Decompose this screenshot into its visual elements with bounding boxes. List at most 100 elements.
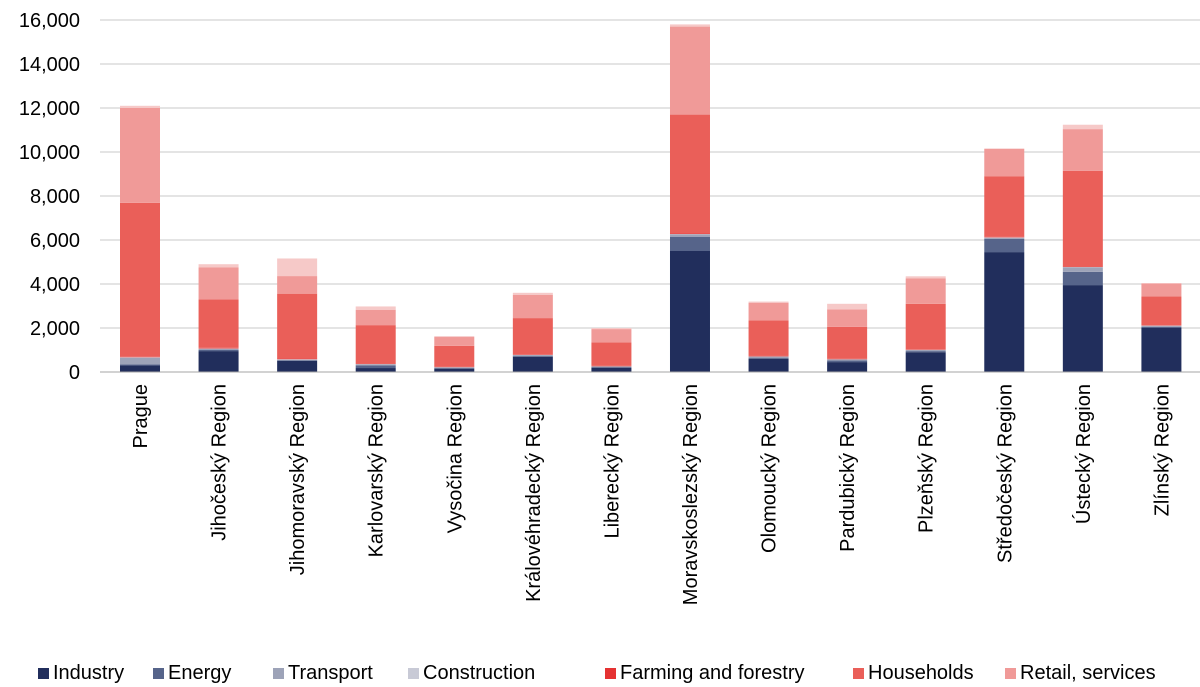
- bar-segment: [277, 361, 318, 372]
- bar-segment: [277, 359, 318, 361]
- bar-segment: [905, 352, 946, 372]
- legend-swatch: [38, 668, 49, 679]
- bar-segment: [512, 292, 553, 295]
- legend-item: Retail, services: [1005, 662, 1156, 685]
- bar-segment: [512, 356, 553, 372]
- bar-segment: [198, 267, 239, 300]
- bar-segment: [748, 358, 789, 372]
- bar-segment: [1141, 328, 1182, 372]
- bar-segment: [748, 301, 789, 303]
- x-tick-label: Liberecký Region: [601, 384, 623, 539]
- bar-segment: [984, 237, 1025, 239]
- bars: [120, 24, 1182, 372]
- y-axis-tick-labels: 0 2,000 4,000 6,000 8,000 10,000 12,000 14,000 1…: [19, 10, 80, 384]
- bar-segment: [198, 347, 239, 349]
- bar-segment: [905, 351, 946, 353]
- y-tick-label: 14,000: [19, 54, 80, 76]
- bar-segment: [1062, 285, 1103, 372]
- legend-swatch: [408, 668, 419, 679]
- bar-segment: [905, 303, 946, 350]
- bar-segment: [905, 278, 946, 304]
- bar-segment: [120, 357, 160, 365]
- x-tick-label: Středočeský Region: [994, 384, 1016, 563]
- x-tick-label: Karlovarský Region: [366, 384, 388, 557]
- legend-swatch: [853, 668, 864, 679]
- x-tick-label: Jihočeský Region: [209, 384, 231, 541]
- legend-label: Energy: [168, 662, 232, 684]
- x-tick-label: Královéhradecký Region: [523, 384, 545, 602]
- bar-segment: [198, 348, 239, 350]
- bar-segment: [277, 258, 318, 277]
- y-tick-label: 8,000: [30, 186, 80, 208]
- x-tick-label: Pardubický Region: [837, 384, 859, 552]
- x-tick-label: Vysočina Region: [444, 384, 466, 533]
- bar-segment: [984, 176, 1025, 237]
- y-tick-label: 16,000: [19, 10, 80, 32]
- legend-label: Households: [868, 662, 974, 684]
- bar-segment: [120, 105, 160, 108]
- bar-segment: [984, 236, 1025, 238]
- gridlines: [100, 19, 1200, 329]
- bar-segment: [984, 238, 1025, 253]
- bar-segment: [198, 264, 239, 268]
- x-tick-label: Zlínský Region: [1151, 384, 1173, 516]
- bar-segment: [277, 293, 318, 359]
- bar-segment: [748, 357, 789, 359]
- bar-segment: [591, 366, 632, 368]
- x-tick-label: Jihomoravský Region: [287, 384, 309, 575]
- bar-segment: [120, 364, 160, 366]
- y-tick-label: 6,000: [30, 230, 80, 252]
- bar-segment: [434, 337, 475, 346]
- bar-segment: [905, 276, 946, 279]
- legend-label: Retail, services: [1020, 662, 1156, 684]
- bar-segment: [355, 365, 396, 369]
- bar-segment: [748, 302, 789, 321]
- bar-segment: [827, 309, 868, 327]
- legend-item: Industry: [38, 662, 124, 685]
- bar-segment: [1141, 326, 1182, 328]
- legend-swatch: [153, 668, 164, 679]
- bar-segment: [669, 233, 710, 235]
- bar-segment: [512, 295, 553, 319]
- bar-segment: [277, 276, 318, 294]
- legend-swatch: [1005, 668, 1016, 679]
- bar-segment: [669, 236, 710, 251]
- bar-segment: [355, 364, 396, 366]
- bar-segment: [198, 350, 239, 352]
- bar-segment: [591, 342, 632, 366]
- bar-segment: [984, 252, 1025, 372]
- x-tick-label: Plzeňský Region: [916, 384, 938, 533]
- y-tick-label: 12,000: [19, 98, 80, 120]
- bar-segment: [984, 148, 1025, 177]
- bar-segment: [1062, 267, 1103, 272]
- bar-segment: [591, 329, 632, 343]
- y-tick-label: 0: [69, 362, 80, 384]
- legend-label: Construction: [423, 662, 536, 684]
- bar-segment: [1141, 296, 1182, 326]
- legend: Industry Energy Transport Construction Farmi…: [0, 662, 1200, 687]
- x-tick-label: Olomoucký Region: [759, 384, 781, 553]
- bar-segment: [669, 234, 710, 237]
- bar-segment: [1062, 129, 1103, 171]
- bar-segment: [277, 358, 318, 360]
- bar-segment: [827, 362, 868, 372]
- bar-segment: [591, 328, 632, 330]
- bar-segment: [669, 114, 710, 234]
- x-tick-label: Prague: [130, 384, 152, 449]
- bar-segment: [434, 367, 475, 369]
- bar-segment: [669, 26, 710, 115]
- bar-segment: [512, 318, 553, 355]
- bar-segment: [827, 326, 868, 359]
- bar-segment: [120, 202, 160, 357]
- bar-segment: [198, 299, 239, 348]
- legend-swatch: [273, 668, 284, 679]
- bar-segment: [355, 368, 396, 372]
- legend-item: Construction: [408, 662, 535, 685]
- x-axis-category-labels: Prague Jihočeský Region Jihomoravský Regio…: [130, 384, 1173, 605]
- legend-swatch: [605, 668, 616, 679]
- bar-segment: [1062, 170, 1103, 267]
- legend-item: Farming and forestry: [605, 662, 805, 685]
- bar-segment: [827, 360, 868, 363]
- bar-segment: [1141, 283, 1182, 297]
- legend-item: Households: [853, 662, 974, 685]
